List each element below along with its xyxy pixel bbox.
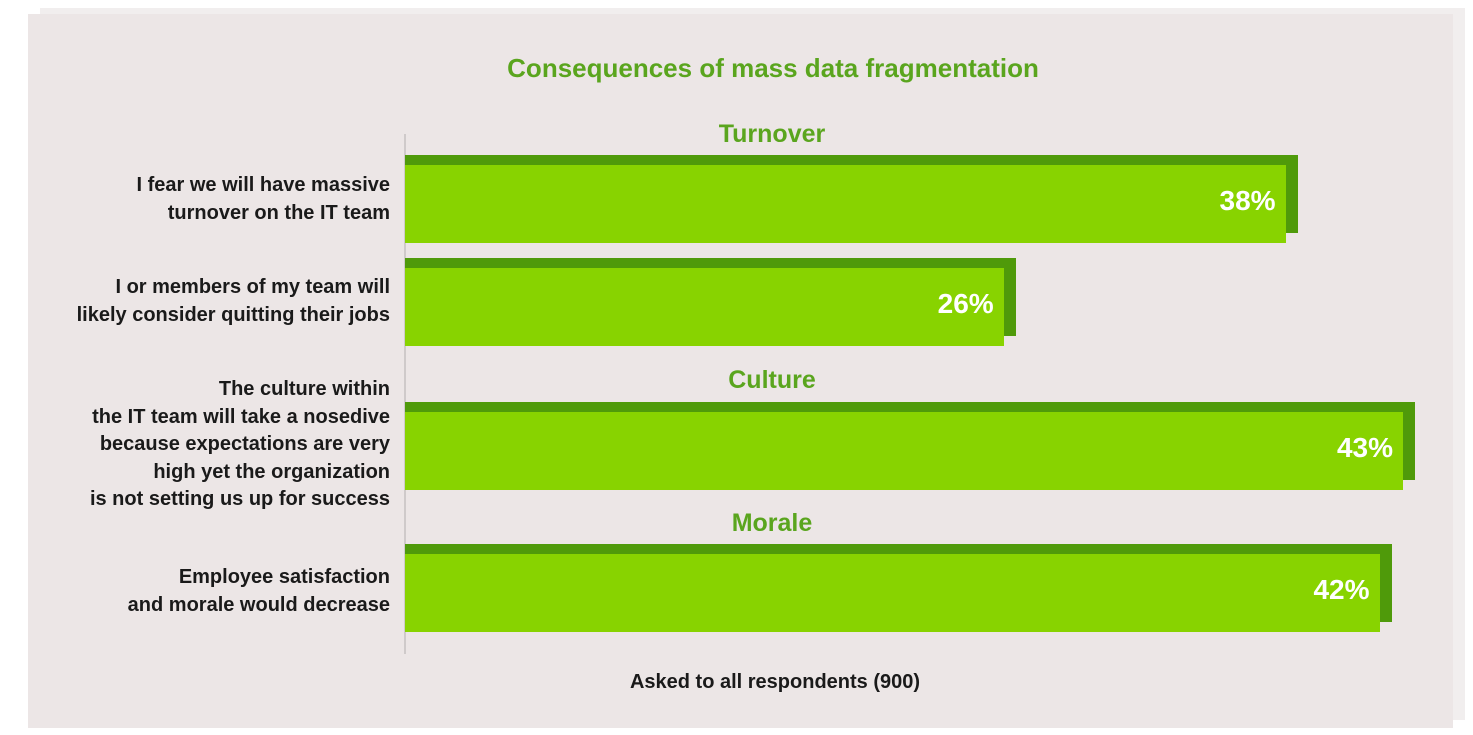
bar-fill <box>405 268 1004 346</box>
bar: 43% <box>405 402 1415 490</box>
bar-fill <box>405 412 1403 490</box>
footnote: Asked to all respondents (900) <box>629 671 921 693</box>
data-label: 43% <box>1336 432 1393 463</box>
chart-title: Consequences of mass data fragmentation <box>507 53 1039 83</box>
data-label: 42% <box>1313 574 1370 605</box>
category-label: Employee satisfaction and morale would d… <box>127 566 390 616</box>
group-label-morale: Morale <box>731 509 813 537</box>
bar-fill <box>405 165 1286 243</box>
data-label: 38% <box>1219 185 1276 216</box>
bar: 42% <box>405 544 1392 632</box>
data-label: 26% <box>937 288 994 319</box>
category-label: I fear we will have massive turnover on … <box>136 174 390 224</box>
category-axis-line <box>404 134 406 654</box>
category-label: I or members of my team will likely cons… <box>76 276 390 326</box>
category-label: The culture within the IT team will take… <box>89 378 390 510</box>
group-label-turnover: Turnover <box>718 120 826 148</box>
bar: 26% <box>405 258 1016 346</box>
bar-fill <box>405 554 1380 632</box>
bar: 38% <box>405 155 1298 243</box>
group-label-culture: Culture <box>728 366 816 394</box>
